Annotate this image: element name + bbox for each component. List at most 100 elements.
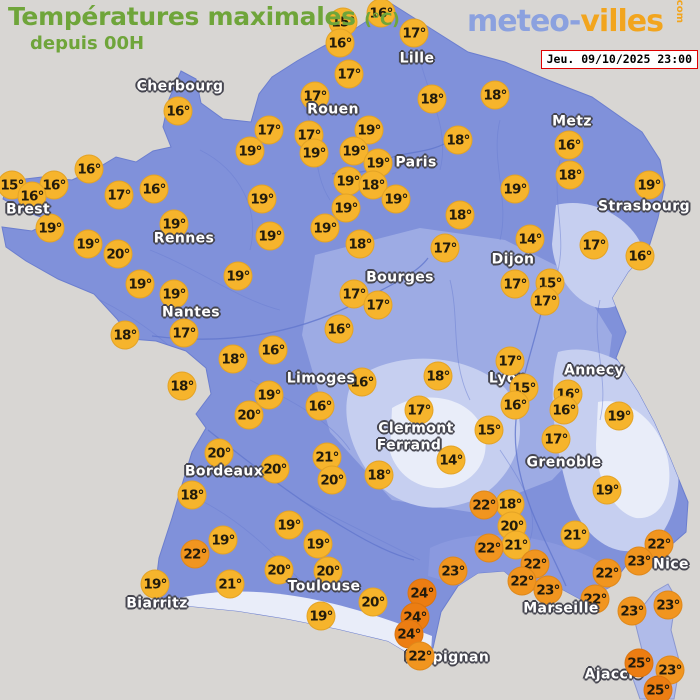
temperature-value: 18°	[558, 167, 582, 183]
temperature-value: 17°	[303, 88, 327, 104]
temperature-value: 21°	[504, 537, 528, 553]
temperature-marker: 19°	[208, 525, 238, 555]
temperature-value: 19°	[637, 177, 661, 193]
temperature-value: 23°	[620, 603, 644, 619]
temperature-marker: 22°	[644, 529, 674, 559]
temperature-marker: 17°	[363, 290, 393, 320]
temperature-value: 14°	[518, 231, 542, 247]
temperature-marker: 23°	[617, 596, 647, 626]
temperature-value: 20°	[361, 594, 385, 610]
city-name: Dijon	[491, 251, 535, 268]
city-label: Marseille	[523, 598, 599, 617]
logo-part-orange: villes	[580, 4, 664, 39]
city-label: Paris	[395, 152, 436, 171]
city-label: Limoges	[287, 368, 356, 387]
temperature-marker: 19°	[223, 261, 253, 291]
temperature-marker: 18°	[445, 200, 475, 230]
temperature-value: 17°	[257, 122, 281, 138]
temperature-marker: 20°	[313, 556, 343, 586]
temperature-marker: 19°	[500, 174, 530, 204]
temperature-value: 24°	[397, 626, 421, 642]
city-label: Brest	[6, 199, 50, 218]
temperature-marker: 21°	[215, 569, 245, 599]
city-label: Strasbourg	[598, 196, 690, 215]
city-name: Toulouse	[287, 578, 361, 595]
temperature-value: 19°	[257, 387, 281, 403]
city-label: Nantes	[162, 302, 220, 321]
temperature-value: 16°	[261, 342, 285, 358]
temperature-value: 18°	[448, 207, 472, 223]
temperature-value: 17°	[172, 325, 196, 341]
temperature-value: 17°	[533, 293, 557, 309]
temperature-marker: 18°	[364, 460, 394, 490]
temperature-value: 22°	[472, 497, 496, 513]
temperature-marker: 17°	[579, 230, 609, 260]
temperature-marker: 19°	[331, 193, 361, 223]
temperature-value: 19°	[336, 173, 360, 189]
temperature-marker: 18°	[167, 371, 197, 401]
temperature-value: 15°	[331, 14, 355, 30]
temperature-marker: 17°	[541, 424, 571, 454]
temperature-value: 22°	[477, 540, 501, 556]
city-name: Nantes	[161, 304, 221, 321]
temperature-marker: 15°	[474, 415, 504, 445]
temperature-value: 18°	[361, 177, 385, 193]
temperature-marker: 17°	[404, 395, 434, 425]
city-label: Bordeaux	[185, 461, 263, 480]
temperature-value: 19°	[250, 191, 274, 207]
temperature-marker: 19°	[140, 569, 170, 599]
temperature-marker: 23°	[438, 556, 468, 586]
city-name: Rouen	[307, 101, 359, 118]
temperature-value: 19°	[595, 482, 619, 498]
temperature-marker: 22°	[180, 539, 210, 569]
temperature-value: 22°	[595, 565, 619, 581]
city-label: Bourges	[366, 267, 434, 286]
temperature-marker: 19°	[381, 184, 411, 214]
temperature-marker: 20°	[317, 465, 347, 495]
temperature-value: 16°	[369, 5, 393, 21]
temperature-value: 18°	[483, 87, 507, 103]
temperature-value: 16°	[557, 137, 581, 153]
temperature-marker: 17°	[399, 18, 429, 48]
temperature-value: 16°	[628, 248, 652, 264]
temperature-marker: 19°	[303, 529, 333, 559]
temperature-value: 17°	[433, 240, 457, 256]
city-name: Bordeaux	[184, 463, 264, 480]
temperature-value: 18°	[180, 487, 204, 503]
city-label: Toulouse	[288, 576, 361, 595]
temperature-marker: 17°	[430, 233, 460, 263]
temperature-marker: 25°	[643, 675, 673, 700]
temperature-marker: 23°	[624, 546, 654, 576]
page-title-unit: (°C)	[364, 10, 400, 30]
temperature-marker: 14°	[436, 445, 466, 475]
temperature-marker: 19°	[333, 166, 363, 196]
temperature-marker: 19°	[35, 213, 65, 243]
city-name: Ferrand	[376, 437, 442, 454]
city-name: Marseille	[523, 600, 599, 617]
city-label: Biarritz	[126, 593, 188, 612]
temperature-value: 19°	[503, 181, 527, 197]
temperature-marker: 17°	[104, 180, 134, 210]
temperature-value: 23°	[656, 597, 680, 613]
meteo-villes-logo[interactable]: meteo-villes .com	[467, 0, 690, 39]
temperature-value: 17°	[407, 402, 431, 418]
temperature-value: 17°	[342, 286, 366, 302]
temperature-marker: 16°	[325, 28, 355, 58]
temperature-value: 19°	[334, 200, 358, 216]
temperature-value: 18°	[498, 496, 522, 512]
temperature-value: 18°	[170, 378, 194, 394]
logo-part-blue: meteo-	[467, 4, 581, 39]
temperature-value: 19°	[38, 220, 62, 236]
temperature-value: 16°	[20, 188, 44, 204]
temperature-marker: 18°	[480, 80, 510, 110]
temperature-marker: 18°	[423, 361, 453, 391]
city-name: Brest	[5, 201, 51, 218]
temperature-marker: 16°	[554, 130, 584, 160]
temperature-value: 20°	[106, 246, 130, 262]
temperature-value: 16°	[77, 161, 101, 177]
temperature-marker: 25°	[624, 648, 654, 678]
temperature-value: 20°	[320, 472, 344, 488]
city-label: Cherbourg	[137, 76, 224, 95]
temperature-value: 20°	[500, 518, 524, 534]
